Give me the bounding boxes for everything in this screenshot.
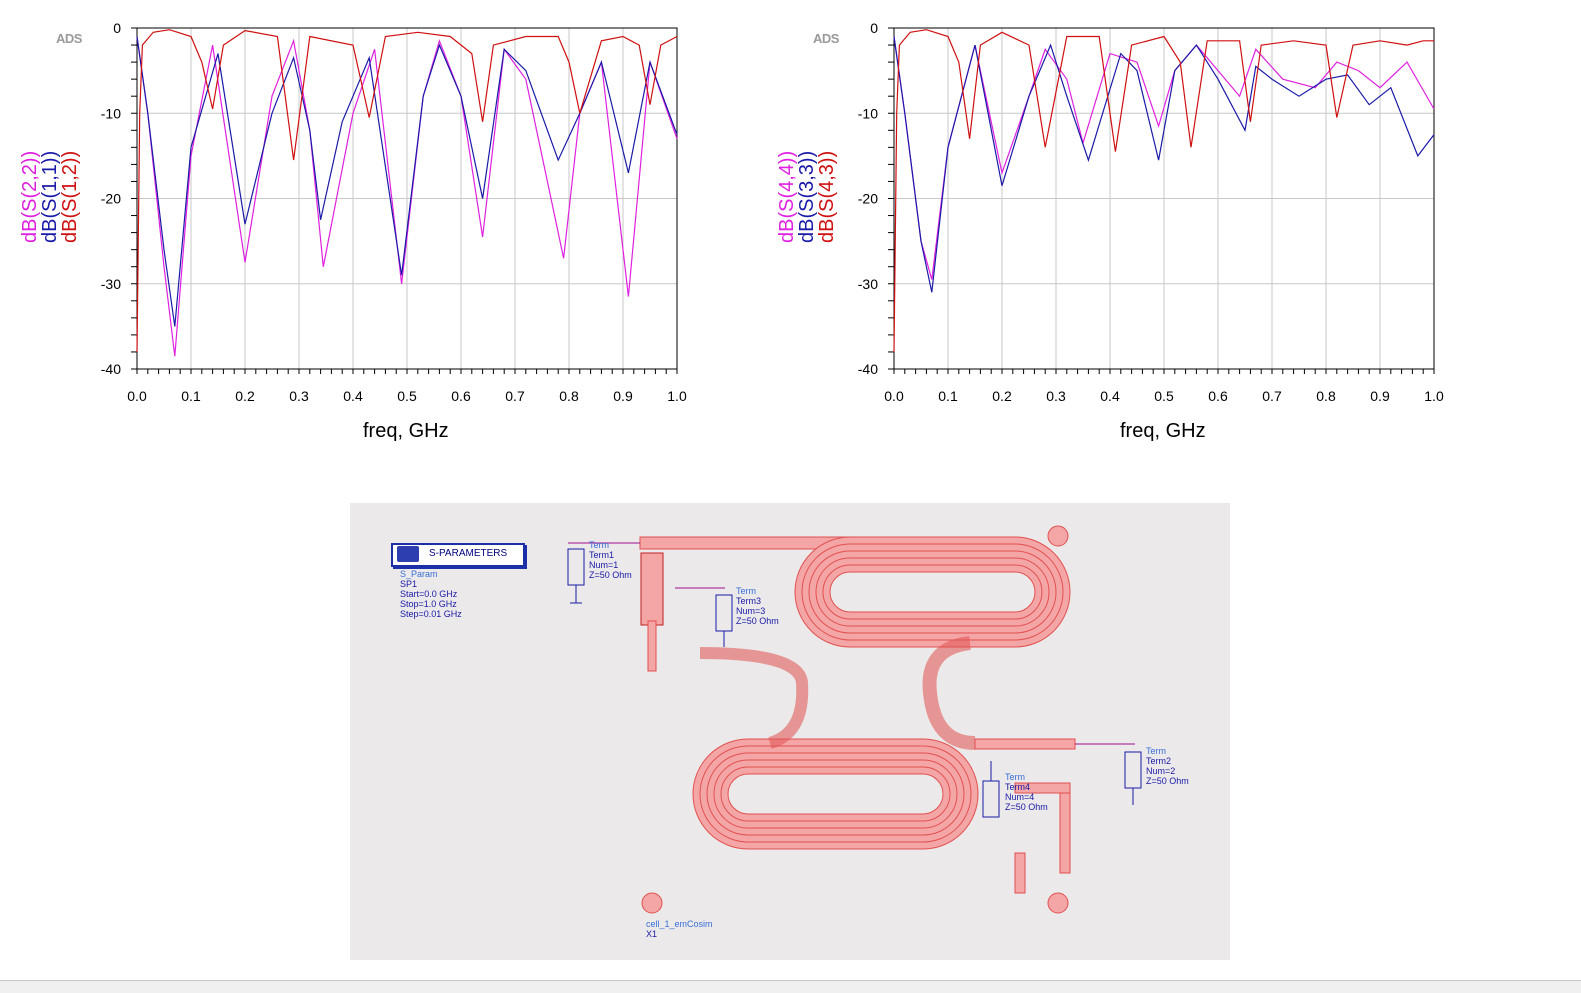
layout-schematic[interactable]: S-PARAMETERS S_Param SP1 Start=0.0 GHz S… [350, 503, 1230, 960]
term-line: Term [1005, 772, 1025, 782]
x-axis-label: freq, GHz [363, 420, 449, 442]
x-tick-label: 0.8 [559, 388, 579, 404]
x-tick-label: 0.1 [938, 388, 958, 404]
x-tick-label: 0.9 [613, 388, 633, 404]
y-tick-label: -20 [858, 191, 878, 207]
sparam-line: Stop=1.0 GHz [400, 599, 457, 609]
ads-watermark: ADS [56, 31, 82, 46]
status-bar [0, 980, 1581, 993]
x-tick-label: 1.0 [1424, 388, 1444, 404]
y-tick-label: 0 [870, 20, 878, 36]
layout-drawing [567, 525, 1142, 914]
series-line-dB(S(2,2)) [136, 36, 678, 357]
sparam-title: S-PARAMETERS [429, 548, 508, 559]
sparam-line: Step=0.01 GHz [400, 609, 462, 619]
term1-label[interactable]: Term Term1 Num=1 Z=50 Ohm [589, 540, 632, 580]
x-tick-label: 0.4 [1100, 388, 1120, 404]
x-tick-label: 0.7 [1262, 388, 1282, 404]
term3-label[interactable]: Term Term3 Num=3 Z=50 Ohm [736, 586, 779, 626]
term-line: Z=50 Ohm [1146, 776, 1189, 786]
term-line: Num=3 [736, 606, 766, 616]
x-tick-label: 1.0 [667, 388, 687, 404]
s-param-plot-right[interactable]: ADS dB(S(4,4)) dB(S(3,3)) dB(S(4,3)) 0.0… [757, 0, 1517, 460]
series-line-dB(S(3,3)) [893, 36, 1435, 293]
series-line-dB(S(1,1)) [136, 36, 678, 327]
ads-watermark: ADS [813, 31, 839, 46]
term-line: Z=50 Ohm [736, 616, 779, 626]
sparam-icon [397, 546, 419, 562]
y-tick-label: 0 [113, 20, 121, 36]
x-tick-label: 0.6 [1208, 388, 1228, 404]
term-line: Term [736, 586, 756, 596]
term4-label[interactable]: Term Term4 Num=4 Z=50 Ohm [1005, 772, 1048, 812]
term-line: Term [1146, 746, 1166, 756]
term-line: Z=50 Ohm [1005, 802, 1048, 812]
sparam-line: SP1 [400, 579, 418, 589]
x-tick-label: 0.5 [397, 388, 417, 404]
x-tick-label: 0.0 [127, 388, 147, 404]
s-parameters-block[interactable]: S-PARAMETERS [391, 543, 525, 567]
term-line: Term [589, 540, 609, 550]
x-tick-label: 0.8 [1316, 388, 1336, 404]
sparam-line: S_Param [400, 569, 438, 579]
x-tick-label: 0.6 [451, 388, 471, 404]
term-line: Term4 [1005, 782, 1031, 792]
x-tick-label: 0.1 [181, 388, 201, 404]
cell-instance: X1 [646, 929, 658, 939]
sparam-params: S_Param SP1 Start=0.0 GHz Stop=1.0 GHz S… [400, 569, 462, 619]
lower-spiral [692, 738, 979, 850]
cell-label[interactable]: cell_1_emCosim X1 [646, 919, 713, 939]
term-line: Term3 [736, 596, 762, 606]
y-tick-label: -30 [101, 276, 121, 292]
term-line: Num=1 [589, 560, 619, 570]
x-tick-label: 0.4 [343, 388, 363, 404]
x-tick-label: 0.3 [1046, 388, 1066, 404]
x-tick-label: 0.0 [884, 388, 904, 404]
x-tick-label: 0.3 [289, 388, 309, 404]
cell-name: cell_1_emCosim [646, 919, 713, 929]
y-tick-label: -40 [858, 361, 878, 377]
chart-canvas: 0.0 0.1 0.2 0.3 0.4 0.5 0.6 0.7 0.8 0.9 1.0 0 -10 -20… [858, 20, 1444, 404]
s-param-plot-left[interactable]: ADS dB(S(2,2)) dB(S(1,1)) dB(S(1,2)) 0.0… [0, 0, 760, 460]
term2-label[interactable]: Term Term2 Num=2 Z=50 Ohm [1146, 746, 1189, 786]
series-line-dB(S(4,3)) [893, 29, 1434, 352]
x-tick-label: 0.2 [235, 388, 255, 404]
x-tick-label: 0.9 [1370, 388, 1390, 404]
term-line: Num=4 [1005, 792, 1035, 802]
sparam-line: Start=0.0 GHz [400, 589, 458, 599]
x-axis-label: freq, GHz [1120, 420, 1206, 442]
term-line: Num=2 [1146, 766, 1176, 776]
series-line-dB(S(1,2)) [136, 29, 678, 352]
x-tick-label: 0.7 [505, 388, 525, 404]
y-tick-label: -40 [101, 361, 121, 377]
y-tick-label: -30 [858, 276, 878, 292]
x-tick-label: 0.5 [1154, 388, 1174, 404]
y-tick-label: -10 [858, 105, 878, 121]
term-line: Term2 [1146, 756, 1172, 766]
upper-spiral [794, 536, 1071, 648]
plot-frame [136, 27, 678, 370]
term-line: Term1 [589, 550, 615, 560]
term-line: Z=50 Ohm [589, 570, 632, 580]
x-tick-label: 0.2 [992, 388, 1012, 404]
plot-frame [893, 27, 1435, 370]
chart-canvas: 0.0 0.1 0.2 0.3 0.4 0.5 0.6 0.7 0.8 0.9 1.0 0 -10 -20… [101, 20, 687, 404]
y-tick-label: -10 [101, 105, 121, 121]
y-tick-label: -20 [101, 191, 121, 207]
